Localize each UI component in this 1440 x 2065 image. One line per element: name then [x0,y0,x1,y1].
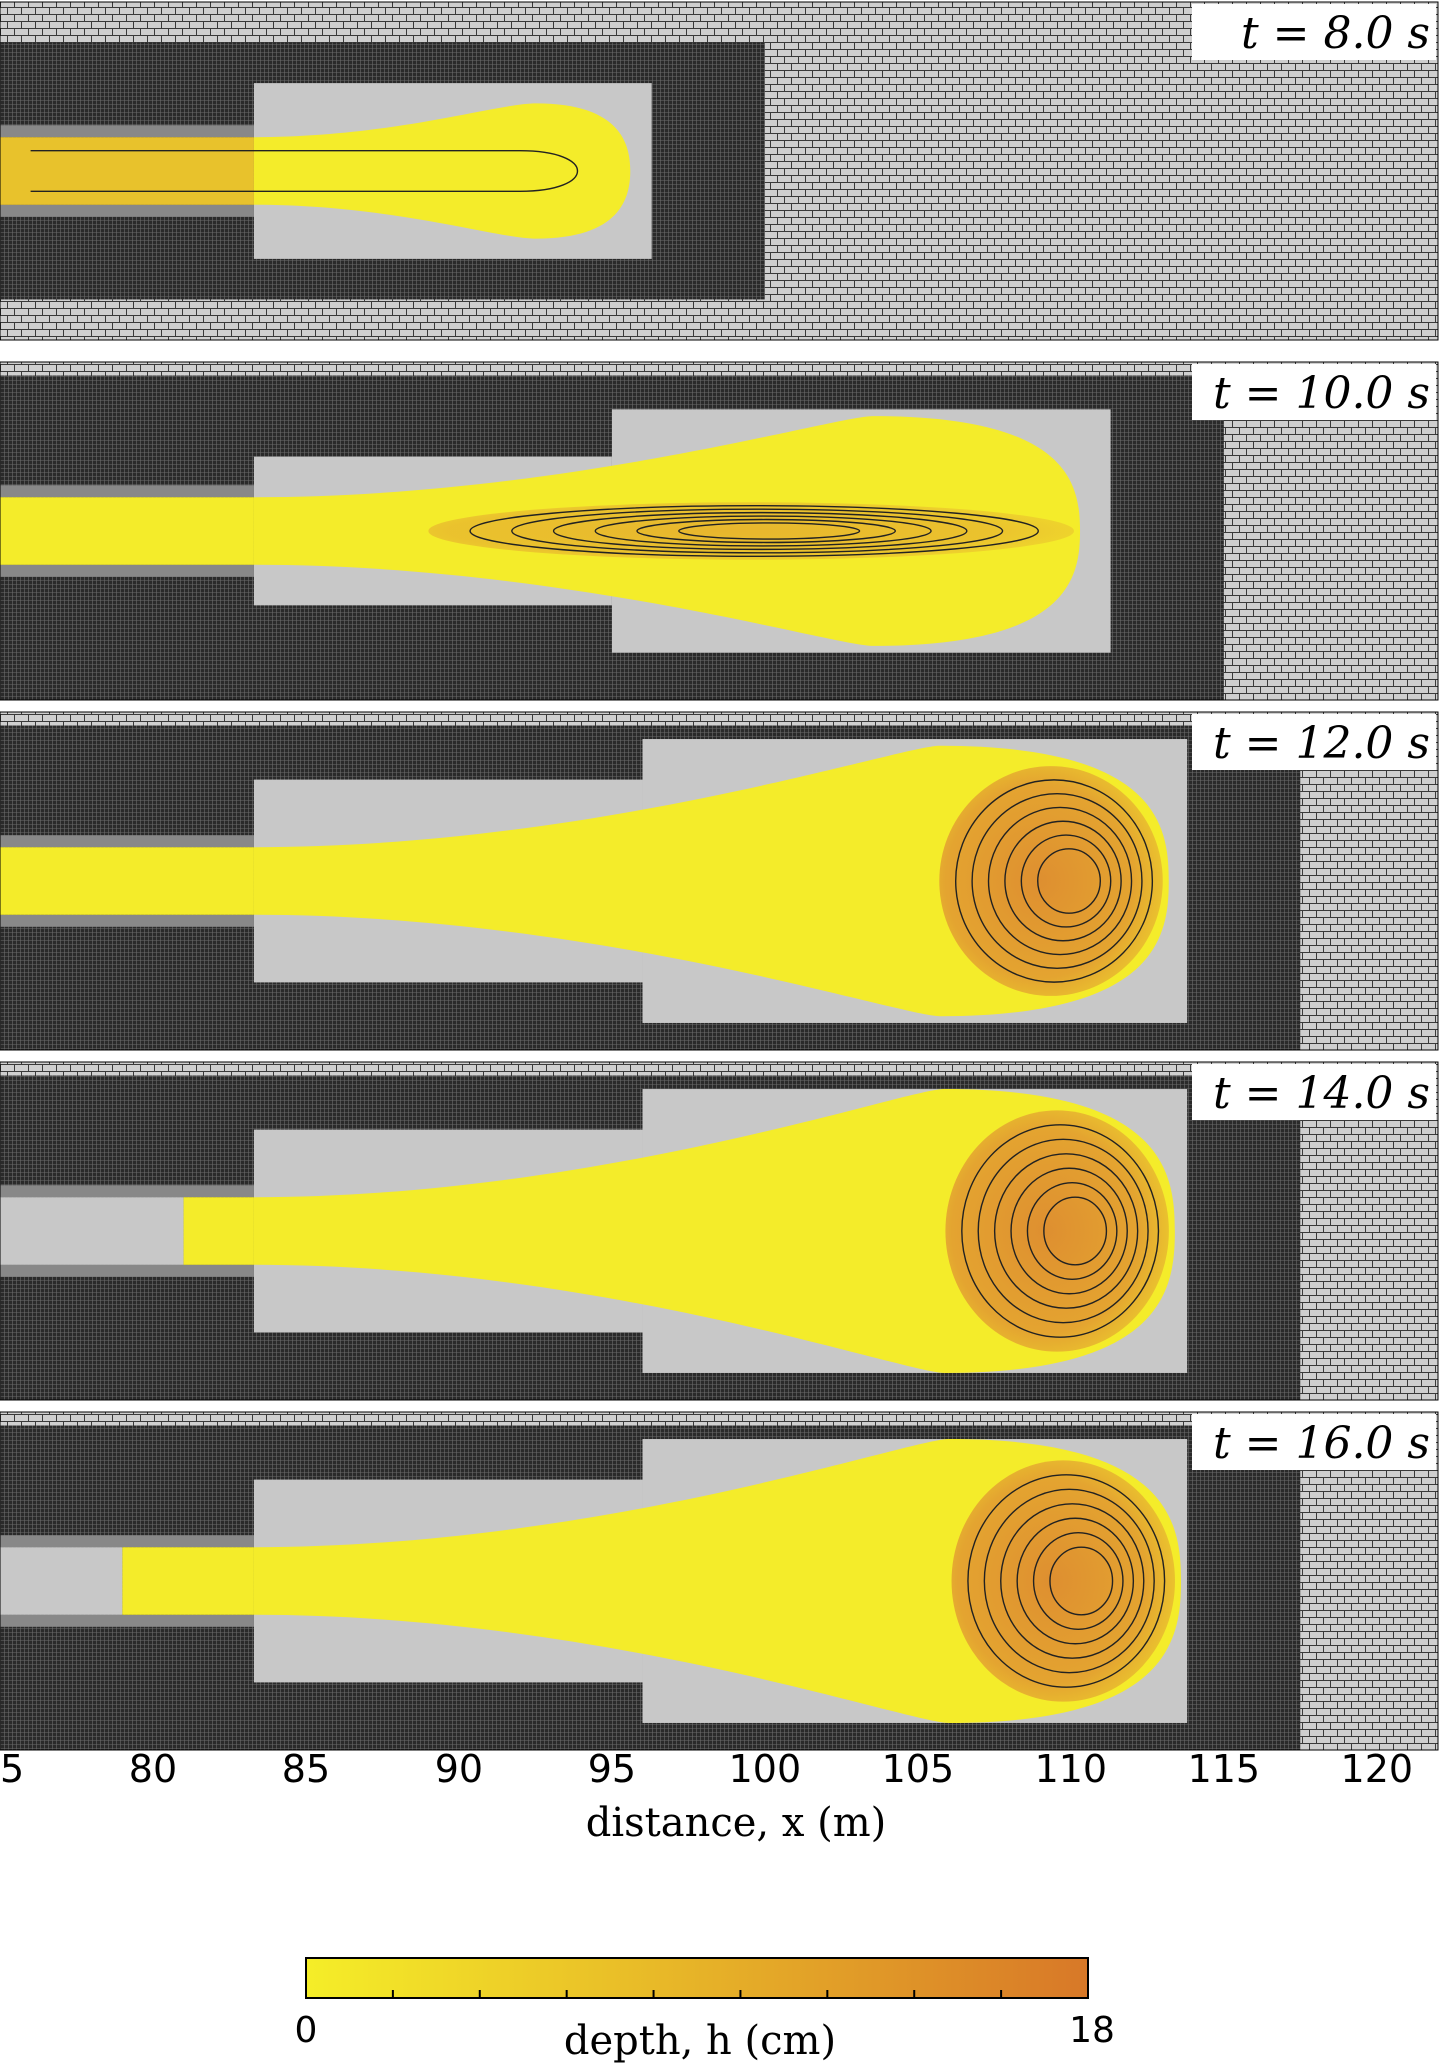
colorbar-label: depth, h (cm) [564,2018,836,2064]
depth-contour [636,518,897,544]
flow-plume [253,1439,1181,1723]
channel-wall [0,1535,254,1548]
depth-contour [993,1153,1139,1309]
panel-5: t = 16.0 s [0,1411,1439,1751]
drained-channel [0,1197,184,1265]
channel-flow [0,137,254,205]
channel-flow [122,1547,254,1615]
time-label-bg [1192,4,1436,60]
flow-head [428,502,1075,560]
time-label-bg [1192,1064,1436,1120]
panel-1: t = 8.0 s [0,1,1439,341]
time-label: t = 10.0 s [1213,368,1430,419]
depth-contour [961,1124,1160,1338]
x-tick-label: 80 [129,1747,177,1791]
x-tick-label: 95 [588,1747,636,1791]
depth-contour [954,779,1154,983]
channel-wall [0,564,254,577]
depth-contour [1016,1517,1135,1645]
channel-wall [0,485,254,498]
x-tick-label: 75 [0,1747,24,1791]
time-label-bg [1192,1414,1436,1470]
channel-wall [0,1264,254,1277]
time-label-bg [1192,364,1436,420]
panel-4: t = 14.0 s [0,1061,1439,1401]
depth-contour [967,1474,1166,1688]
time-label: t = 16.0 s [1213,1418,1430,1469]
flow-plume [253,103,631,239]
depth-contour [1026,1182,1118,1280]
depth-contour [983,1488,1155,1674]
depth-contour [1049,1546,1114,1616]
channel-wall [0,1614,254,1627]
x-tick-label: 105 [882,1747,955,1791]
depth-contour [594,515,932,547]
depth-contour [1020,834,1112,928]
time-label: t = 14.0 s [1213,1068,1430,1119]
depth-contour [552,511,968,551]
flow-head [945,1110,1169,1352]
drained-channel [0,1547,123,1615]
flow-plume [253,745,1169,1017]
panel-frame [0,1411,1439,1751]
panel-frame [0,711,1439,1051]
panel-frame [0,1061,1439,1401]
channel-wall [0,125,254,138]
panel-3: t = 12.0 s [0,711,1439,1051]
time-label-bg [1192,714,1436,770]
x-axis-label: distance, x (m) [586,1800,887,1846]
depth-contour [678,522,861,540]
depth-contour [1037,848,1102,914]
channel-flow [183,1197,254,1265]
channel-flow [0,497,254,565]
panel-2: t = 10.0 s [0,361,1439,701]
depth-contour [511,508,1004,554]
depth-contour [1032,1532,1124,1630]
channel-wall [0,1185,254,1198]
x-tick-label: 100 [729,1747,802,1791]
depth-contour [1000,1503,1145,1659]
x-tick-label: 85 [282,1747,330,1791]
depth-contour [469,505,1039,557]
flow-head [939,766,1163,996]
time-label: t = 12.0 s [1213,718,1430,769]
depth-contour [1043,1196,1108,1266]
x-tick-label: 115 [1188,1747,1261,1791]
time-label: t = 8.0 s [1241,8,1430,59]
depth-contour [977,1138,1149,1324]
panel-frame [0,361,1439,701]
colorbar [305,1957,1089,1999]
x-tick-label: 90 [435,1747,483,1791]
colorbar-max-label: 18 [1069,2010,1115,2051]
depth-contour [971,792,1143,970]
depth-contour [987,806,1133,956]
channel-wall [0,835,254,848]
colorbar-min-label: 0 [295,2010,318,2051]
channel-wall [0,914,254,927]
x-tick-label: 120 [1341,1747,1414,1791]
channel-wall [0,204,254,217]
depth-contour [1010,1167,1128,1295]
channel-flow [0,847,254,915]
panel-frame [0,1,1439,341]
x-tick-label: 110 [1035,1747,1108,1791]
flow-head [951,1460,1175,1702]
depth-contour [30,150,579,192]
depth-contour [1004,820,1122,942]
flow-plume [253,1089,1175,1373]
